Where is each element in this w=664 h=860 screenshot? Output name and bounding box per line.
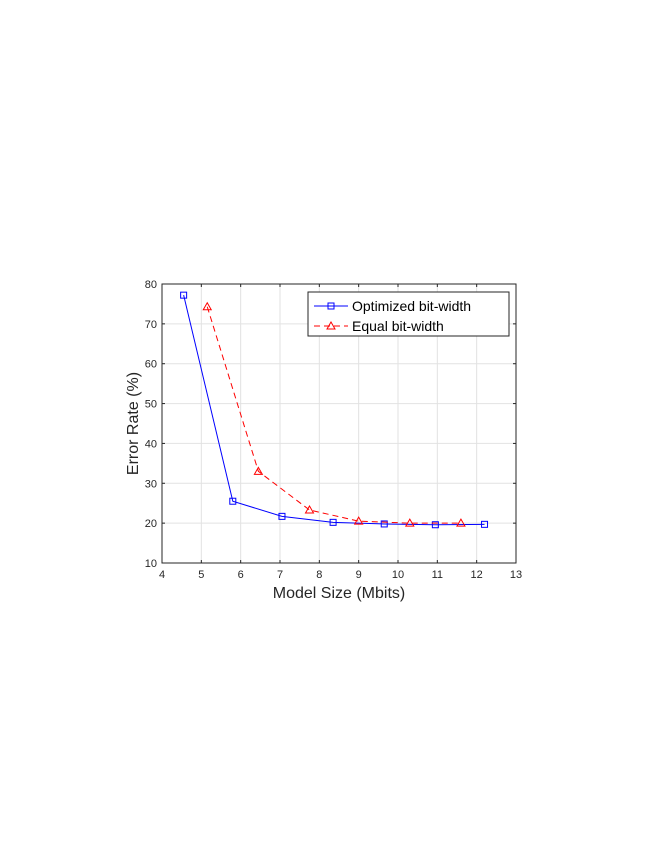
x-tick-label: 9	[356, 569, 362, 581]
legend-label: Optimized bit-width	[352, 298, 471, 314]
y-tick-label: 60	[145, 359, 157, 371]
data-point	[229, 497, 237, 505]
data-point	[456, 518, 466, 527]
data-point	[353, 516, 364, 525]
data-point	[278, 512, 286, 520]
y-axis-label: Error Rate (%)	[125, 372, 142, 475]
y-tick-label: 20	[145, 518, 157, 530]
x-tick-label: 6	[238, 569, 244, 581]
y-tick-label: 40	[145, 438, 157, 450]
series-line	[183, 295, 485, 526]
data-point	[180, 291, 188, 299]
x-tick-label: 11	[432, 569, 443, 581]
data-point	[329, 518, 337, 526]
data-point	[304, 504, 315, 514]
x-tick-label: 8	[316, 569, 322, 581]
y-tick-label: 50	[145, 399, 157, 411]
legend: Optimized bit-width Equal bit-width	[307, 291, 510, 337]
legend-marker	[327, 302, 335, 310]
legend-label: Equal bit-width	[352, 318, 444, 334]
data-point	[380, 520, 388, 528]
y-tick-label: 30	[145, 478, 157, 490]
y-tick-label: 80	[145, 279, 157, 291]
series-line	[206, 306, 461, 524]
x-tick-label: 12	[471, 569, 483, 581]
data-point	[253, 466, 264, 475]
legend-box	[307, 291, 510, 337]
x-tick-label: 13	[510, 569, 522, 581]
series-layer	[180, 291, 489, 529]
x-tick-label: 10	[392, 569, 404, 581]
series-equal-bit-width	[202, 301, 466, 527]
y-tick-label: 70	[145, 319, 157, 331]
data-point	[404, 518, 415, 527]
data-point	[481, 520, 489, 528]
series-optimized-bit-width	[180, 291, 489, 529]
x-tick-label: 7	[277, 569, 283, 581]
y-tick-label: 10	[145, 558, 157, 570]
tick-labels: 4 5 6 7 8 9 10 11 12 13 10 20 30 40 50 60 70 80	[145, 279, 522, 581]
legend-marker	[326, 320, 336, 330]
data-point	[202, 301, 213, 311]
x-axis-label: Model Size (Mbits)	[273, 585, 405, 602]
axis-ticks	[161, 283, 517, 564]
plot-area	[161, 283, 517, 564]
x-tick-label: 5	[198, 569, 204, 581]
data-point	[431, 521, 439, 529]
x-tick-label: 4	[159, 569, 165, 581]
